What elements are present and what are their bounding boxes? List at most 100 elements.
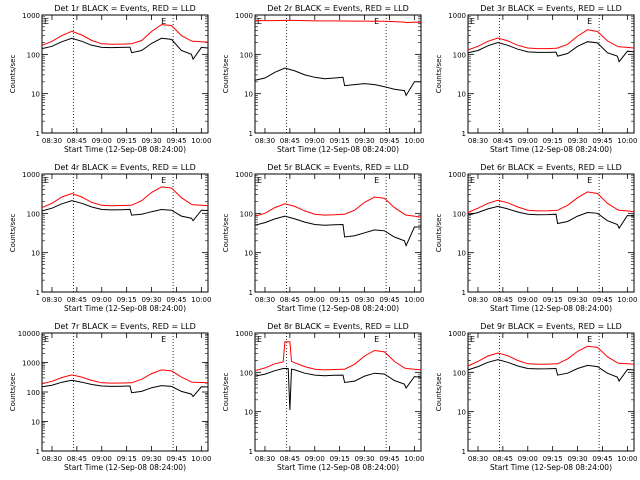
events-series-line	[467, 359, 635, 383]
event-marker-label: E	[374, 176, 379, 185]
lld-series-line	[255, 19, 422, 24]
y-tick-label: 1000	[235, 12, 253, 20]
x-tick-label: 09:30	[567, 137, 587, 145]
y-tick-label: 1	[462, 130, 466, 138]
y-tick-label: 1	[462, 289, 466, 297]
event-marker-label: E	[44, 17, 49, 26]
x-tick-label: 09:30	[354, 137, 374, 145]
panel-det-7: Det 7r BLACK = Events, RED = LLD E E 1 10 100…	[9, 322, 211, 472]
x-tick-label: 09:00	[518, 296, 538, 304]
x-tick-label: 09:45	[592, 137, 612, 145]
lld-series-line	[467, 29, 635, 51]
y-axis-label: Counts/sec	[435, 373, 443, 412]
y-tick-label: 10	[31, 250, 40, 258]
y-tick-label: 100	[27, 389, 40, 397]
x-tick-label: 09:30	[141, 137, 161, 145]
x-tick-label: 09:15	[330, 296, 350, 304]
x-tick-label: 08:30	[42, 296, 62, 304]
x-tick-label: 09:15	[330, 137, 350, 145]
x-tick-label: 09:00	[518, 455, 538, 463]
panel-det-1: Det 1r BLACK = Events, RED = LLD E E 1 10 100…	[9, 4, 211, 154]
y-tick-label: 1000	[22, 171, 40, 179]
events-series-line	[41, 379, 209, 398]
lld-series-line	[41, 186, 209, 209]
x-tick-label: 10:00	[191, 137, 211, 145]
y-tick-label: 100	[453, 210, 466, 218]
x-tick-label: 08:30	[468, 296, 488, 304]
plot-frame	[254, 173, 422, 293]
x-tick-label: 08:30	[255, 455, 275, 463]
events-series-line	[467, 41, 635, 63]
y-axis-label: Counts/sec	[222, 373, 230, 412]
x-tick-label: 09:45	[166, 137, 186, 145]
x-tick-label: 10:00	[404, 296, 424, 304]
event-marker-label: E	[470, 176, 475, 185]
x-tick-label: 09:45	[592, 296, 612, 304]
plot-frame	[254, 14, 422, 134]
x-tick-label: 09:15	[543, 296, 563, 304]
x-axis-label: Start Time (12-Sep-08 08:24:00)	[64, 145, 186, 154]
x-axis-label: Start Time (12-Sep-08 08:24:00)	[490, 304, 612, 313]
y-tick-label: 100	[453, 51, 466, 59]
panel-det-4: Det 4r BLACK = Events, RED = LLD E E 1 10 100…	[9, 163, 211, 313]
lld-series-line	[41, 369, 209, 385]
panel-title: Det 6r BLACK = Events, RED = LLD	[480, 163, 622, 172]
x-tick-label: 10:00	[617, 296, 637, 304]
x-tick-label: 09:15	[117, 296, 137, 304]
x-tick-label: 10:00	[404, 137, 424, 145]
y-tick-label: 100	[27, 51, 40, 59]
x-tick-label: 09:00	[305, 137, 325, 145]
plot-frame	[41, 173, 209, 293]
x-tick-label: 08:30	[255, 137, 275, 145]
plot-frame	[467, 173, 635, 293]
x-tick-label: 08:45	[67, 137, 87, 145]
panel-det-3: Det 3r BLACK = Events, RED = LLD E E 1 10 100…	[435, 4, 637, 154]
x-axis-label: Start Time (12-Sep-08 08:24:00)	[64, 463, 186, 472]
x-tick-label: 09:30	[567, 296, 587, 304]
y-axis-label: Counts/sec	[435, 55, 443, 94]
x-tick-label: 09:00	[305, 455, 325, 463]
x-tick-label: 09:00	[518, 137, 538, 145]
y-tick-label: 1000	[22, 12, 40, 20]
x-tick-label: 08:45	[493, 296, 513, 304]
x-tick-label: 09:30	[141, 296, 161, 304]
x-tick-label: 09:30	[354, 455, 374, 463]
y-tick-label: 1000	[235, 330, 253, 338]
event-marker-label: E	[44, 176, 49, 185]
x-tick-label: 08:45	[493, 455, 513, 463]
event-marker-label: E	[587, 176, 592, 185]
event-marker-label: E	[257, 176, 262, 185]
y-tick-label: 10	[457, 409, 466, 417]
y-tick-label: 1000	[448, 330, 466, 338]
x-tick-label: 09:45	[166, 296, 186, 304]
panel-title: Det 1r BLACK = Events, RED = LLD	[54, 4, 196, 13]
y-tick-label: 1	[36, 289, 40, 297]
x-tick-label: 09:15	[330, 455, 350, 463]
y-tick-label: 10	[244, 91, 253, 99]
y-tick-label: 1000	[235, 171, 253, 179]
plot-frame	[254, 332, 422, 452]
x-tick-label: 09:00	[92, 455, 112, 463]
y-axis-label: Counts/sec	[222, 55, 230, 94]
panel-title: Det 2r BLACK = Events, RED = LLD	[267, 4, 409, 13]
y-tick-label: 10	[244, 409, 253, 417]
x-tick-label: 09:00	[92, 296, 112, 304]
panel-det-8: Det 8r BLACK = Events, RED = LLD E E 1 10 100…	[222, 322, 424, 472]
event-marker-label: E	[44, 335, 49, 344]
event-marker-label: E	[257, 335, 262, 344]
events-series-line	[254, 215, 421, 248]
y-tick-label: 10	[457, 91, 466, 99]
panel-title: Det 7r BLACK = Events, RED = LLD	[54, 322, 196, 331]
x-tick-label: 09:45	[592, 455, 612, 463]
y-tick-label: 100	[240, 369, 253, 377]
x-tick-label: 09:00	[305, 296, 325, 304]
panel-det-5: Det 5r BLACK = Events, RED = LLD E E 1 10 100…	[222, 163, 424, 313]
x-tick-label: 09:15	[117, 455, 137, 463]
x-tick-label: 08:45	[493, 137, 513, 145]
y-tick-label: 100	[27, 210, 40, 218]
lld-series-line	[254, 196, 422, 218]
panel-title: Det 9r BLACK = Events, RED = LLD	[480, 322, 622, 331]
x-tick-label: 08:45	[280, 296, 300, 304]
lld-series-line	[254, 341, 422, 372]
